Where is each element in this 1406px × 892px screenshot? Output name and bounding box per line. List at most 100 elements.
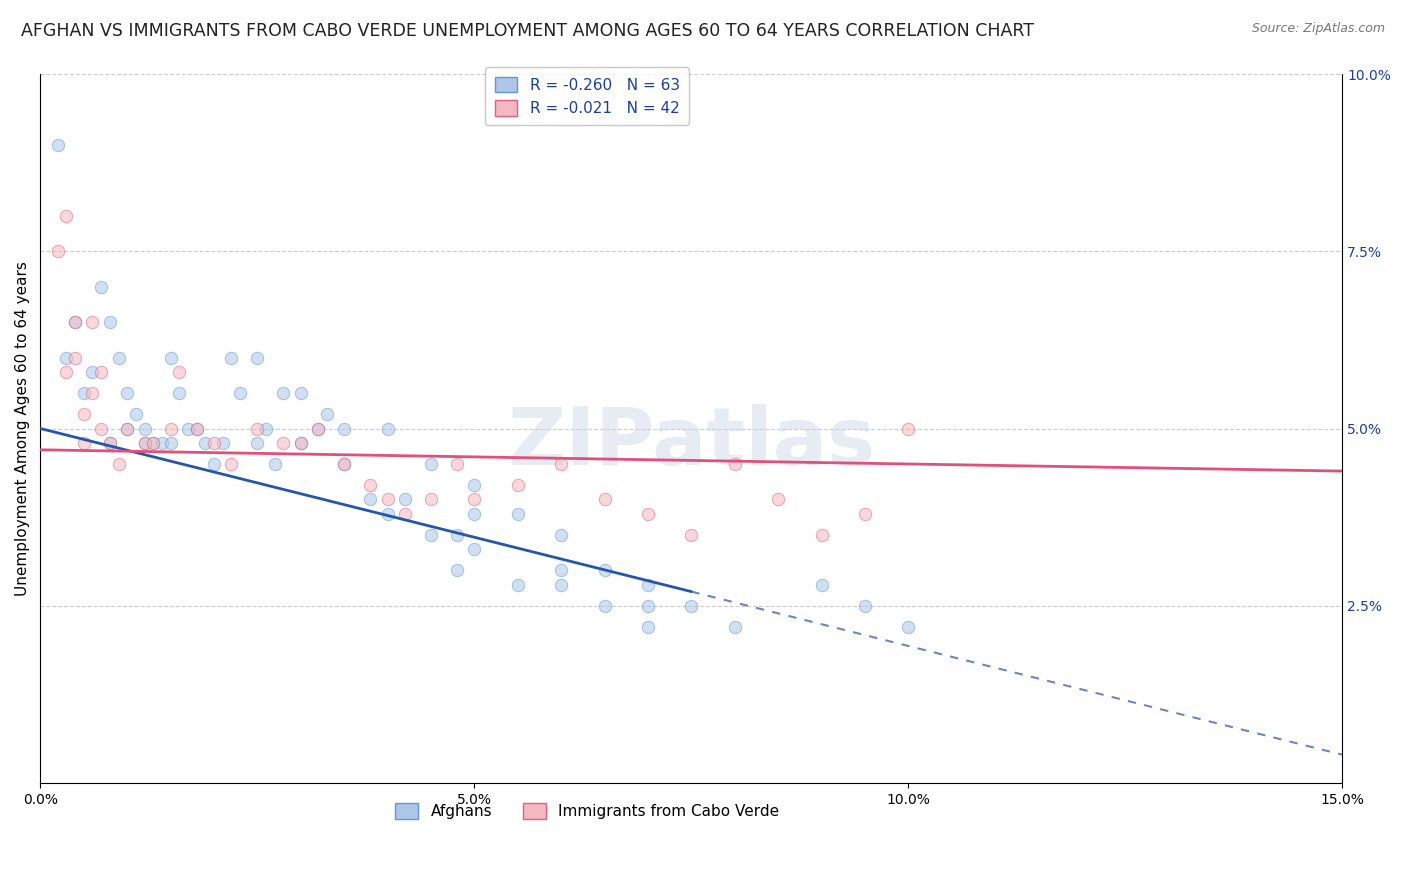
- Point: [681, 528, 703, 542]
- Point: [134, 435, 156, 450]
- Point: [159, 435, 181, 450]
- Point: [420, 528, 443, 542]
- Point: [107, 351, 129, 365]
- Point: [246, 435, 269, 450]
- Point: [107, 457, 129, 471]
- Point: [82, 315, 104, 329]
- Point: [550, 563, 572, 577]
- Point: [202, 457, 225, 471]
- Point: [593, 492, 616, 507]
- Point: [637, 620, 659, 634]
- Point: [463, 492, 485, 507]
- Point: [82, 365, 104, 379]
- Point: [98, 315, 121, 329]
- Point: [169, 386, 191, 401]
- Point: [63, 351, 86, 365]
- Point: [853, 507, 876, 521]
- Point: [897, 421, 920, 435]
- Point: [766, 492, 789, 507]
- Point: [63, 315, 86, 329]
- Point: [55, 209, 77, 223]
- Point: [55, 351, 77, 365]
- Point: [73, 435, 96, 450]
- Point: [246, 421, 269, 435]
- Point: [810, 528, 832, 542]
- Point: [134, 435, 156, 450]
- Point: [359, 492, 381, 507]
- Point: [73, 408, 96, 422]
- Point: [221, 351, 243, 365]
- Y-axis label: Unemployment Among Ages 60 to 64 years: Unemployment Among Ages 60 to 64 years: [15, 261, 30, 596]
- Point: [506, 478, 529, 492]
- Point: [202, 435, 225, 450]
- Point: [637, 577, 659, 591]
- Point: [724, 457, 747, 471]
- Point: [593, 599, 616, 613]
- Point: [637, 507, 659, 521]
- Point: [73, 386, 96, 401]
- Point: [333, 457, 356, 471]
- Point: [46, 137, 69, 152]
- Point: [446, 528, 468, 542]
- Point: [90, 279, 112, 293]
- Text: Source: ZipAtlas.com: Source: ZipAtlas.com: [1251, 22, 1385, 36]
- Point: [98, 435, 121, 450]
- Point: [420, 492, 443, 507]
- Point: [90, 421, 112, 435]
- Point: [897, 620, 920, 634]
- Point: [115, 421, 138, 435]
- Point: [307, 421, 329, 435]
- Point: [333, 457, 356, 471]
- Point: [142, 435, 165, 450]
- Point: [506, 507, 529, 521]
- Point: [125, 408, 148, 422]
- Point: [810, 577, 832, 591]
- Point: [315, 408, 337, 422]
- Text: ZIPatlas: ZIPatlas: [508, 404, 876, 482]
- Point: [82, 386, 104, 401]
- Point: [115, 421, 138, 435]
- Point: [506, 577, 529, 591]
- Point: [420, 457, 443, 471]
- Point: [186, 421, 208, 435]
- Point: [186, 421, 208, 435]
- Point: [246, 351, 269, 365]
- Point: [550, 528, 572, 542]
- Point: [263, 457, 285, 471]
- Point: [169, 365, 191, 379]
- Point: [63, 315, 86, 329]
- Point: [550, 457, 572, 471]
- Point: [273, 386, 295, 401]
- Point: [55, 365, 77, 379]
- Point: [221, 457, 243, 471]
- Point: [46, 244, 69, 259]
- Point: [377, 507, 399, 521]
- Legend: Afghans, Immigrants from Cabo Verde: Afghans, Immigrants from Cabo Verde: [389, 797, 785, 825]
- Point: [637, 599, 659, 613]
- Point: [142, 435, 165, 450]
- Point: [290, 386, 312, 401]
- Point: [90, 365, 112, 379]
- Point: [463, 507, 485, 521]
- Point: [290, 435, 312, 450]
- Point: [229, 386, 252, 401]
- Point: [446, 457, 468, 471]
- Point: [463, 542, 485, 557]
- Point: [377, 492, 399, 507]
- Point: [98, 435, 121, 450]
- Point: [333, 421, 356, 435]
- Point: [194, 435, 217, 450]
- Point: [307, 421, 329, 435]
- Point: [254, 421, 277, 435]
- Point: [463, 478, 485, 492]
- Point: [290, 435, 312, 450]
- Point: [134, 421, 156, 435]
- Point: [150, 435, 173, 450]
- Point: [446, 563, 468, 577]
- Point: [159, 351, 181, 365]
- Point: [853, 599, 876, 613]
- Point: [159, 421, 181, 435]
- Point: [550, 577, 572, 591]
- Point: [177, 421, 200, 435]
- Point: [211, 435, 233, 450]
